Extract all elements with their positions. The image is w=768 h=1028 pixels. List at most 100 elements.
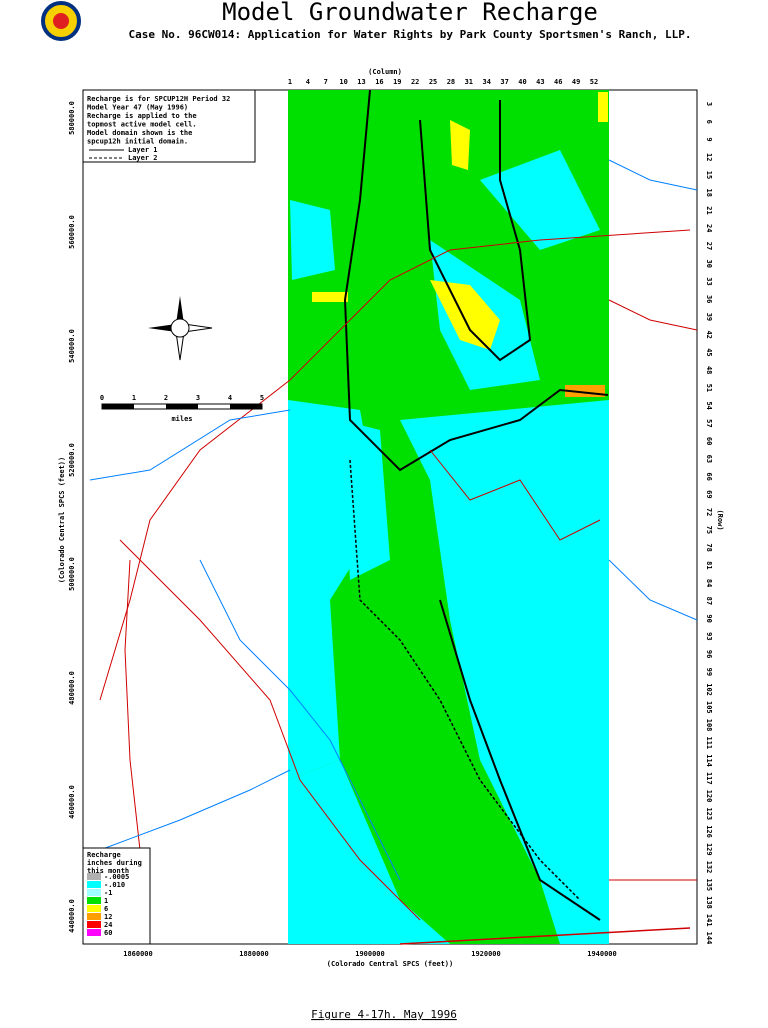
row-tick: 45 xyxy=(705,348,713,356)
column-tick: 25 xyxy=(429,78,437,86)
row-tick: 126 xyxy=(705,825,713,838)
legend-title: inches during xyxy=(87,859,142,867)
legend-swatch xyxy=(87,881,101,888)
row-label: (Row) xyxy=(716,509,724,530)
row-tick: 51 xyxy=(705,384,713,392)
column-label: (Column) xyxy=(368,68,402,76)
column-tick: 16 xyxy=(375,78,383,86)
note-line: Recharge is applied to the xyxy=(87,112,197,120)
column-tick: 40 xyxy=(518,78,526,86)
column-tick: 46 xyxy=(554,78,562,86)
legend-label: 6 xyxy=(104,905,108,913)
note-line: topmost active model cell. xyxy=(87,121,197,129)
row-tick: 66 xyxy=(705,472,713,480)
legend-label: 24 xyxy=(104,921,112,929)
row-tick: 81 xyxy=(705,561,713,569)
row-tick: 69 xyxy=(705,490,713,498)
compass xyxy=(148,296,213,361)
row-tick: 48 xyxy=(705,366,713,374)
legend-swatch xyxy=(87,929,101,936)
y-tick-label: 460000.0 xyxy=(68,785,76,819)
row-tick: 96 xyxy=(705,650,713,658)
x-tick-label: 1920000 xyxy=(471,950,501,958)
scale-tick: 4 xyxy=(228,394,232,402)
y-tick-label: 520000.0 xyxy=(68,443,76,477)
row-tick: 117 xyxy=(705,772,713,785)
column-tick: 13 xyxy=(357,78,365,86)
row-tick: 135 xyxy=(705,878,713,891)
column-tick: 7 xyxy=(324,78,328,86)
column-tick: 1 xyxy=(288,78,292,86)
row-tick: 39 xyxy=(705,313,713,321)
row-tick: 105 xyxy=(705,701,713,714)
legend-swatch xyxy=(87,913,101,920)
column-tick: 49 xyxy=(572,78,580,86)
legend-title: Recharge xyxy=(87,851,121,859)
y-tick-label: 480000.0 xyxy=(68,671,76,705)
row-tick: 54 xyxy=(705,401,713,409)
roads xyxy=(99,229,698,941)
legend-label: 1 xyxy=(104,897,108,905)
column-tick: 28 xyxy=(447,78,455,86)
legend-swatch xyxy=(87,889,101,896)
note-line: spcup12h initial domain. xyxy=(87,138,188,146)
legend-swatch xyxy=(87,905,101,912)
row-tick: 3 xyxy=(705,102,713,106)
title: Model Groundwater Recharge xyxy=(222,0,598,26)
scale-tick: 5 xyxy=(260,394,264,402)
scale-bar: 0 1 2 3 4 5 miles xyxy=(100,394,264,423)
column-tick: 4 xyxy=(306,78,310,86)
column-tick: 22 xyxy=(411,78,419,86)
subtitle: Case No. 96CW014: Application for Water … xyxy=(129,28,692,41)
row-tick: 6 xyxy=(705,120,713,124)
legend-swatch xyxy=(87,897,101,904)
row-tick: 141 xyxy=(705,914,713,927)
x-tick-label: 1940000 xyxy=(587,950,617,958)
x-axis-title: (Colorado Central SPCS (feet)) xyxy=(327,960,453,968)
legend-swatch xyxy=(87,873,101,880)
scale-tick: 3 xyxy=(196,394,200,402)
row-tick: 132 xyxy=(705,861,713,874)
row-tick: 78 xyxy=(705,543,713,551)
row-tick: 21 xyxy=(705,206,713,214)
row-tick: 102 xyxy=(705,683,713,696)
y-tick-label: 580000.0 xyxy=(68,101,76,135)
note: Recharge is for SPCUP12H Period 32Model … xyxy=(87,95,230,162)
scale-tick: 0 xyxy=(100,394,104,402)
legend-label: -.010 xyxy=(104,881,125,889)
row-tick: 99 xyxy=(705,668,713,676)
legend-title: this month xyxy=(87,867,129,875)
row-tick: 123 xyxy=(705,807,713,820)
column-tick: 10 xyxy=(339,78,347,86)
row-tick: 30 xyxy=(705,259,713,267)
row-tick: 9 xyxy=(705,137,713,141)
row-tick: 84 xyxy=(705,579,713,587)
column-tick: 19 xyxy=(393,78,401,86)
legend-label: -1 xyxy=(104,889,112,897)
logo-apple xyxy=(53,13,69,29)
scale-unit: miles xyxy=(171,415,192,423)
layer-label: Layer 1 xyxy=(128,146,158,154)
note-line: Model Year 47 (May 1996) xyxy=(87,104,188,112)
y-tick-label: 500000.0 xyxy=(68,557,76,591)
row-tick: 33 xyxy=(705,277,713,285)
legend-label: 60 xyxy=(104,929,112,937)
road xyxy=(399,927,691,945)
column-tick: 37 xyxy=(500,78,508,86)
row-tick: 36 xyxy=(705,295,713,303)
row-tick: 87 xyxy=(705,597,713,605)
layer-label: Layer 2 xyxy=(128,154,158,162)
row-tick: 42 xyxy=(705,330,713,338)
row-tick: 12 xyxy=(705,153,713,161)
row-tick: 138 xyxy=(705,896,713,909)
scale-tick: 2 xyxy=(164,394,168,402)
legend-label: -.0005 xyxy=(104,873,129,881)
row-tick: 24 xyxy=(705,224,713,232)
column-tick: 34 xyxy=(482,78,490,86)
legend-label: 12 xyxy=(104,913,112,921)
row-tick: 27 xyxy=(705,242,713,250)
row-tick: 120 xyxy=(705,790,713,803)
caption: Figure 4-17h. May 1996 xyxy=(311,1008,457,1021)
